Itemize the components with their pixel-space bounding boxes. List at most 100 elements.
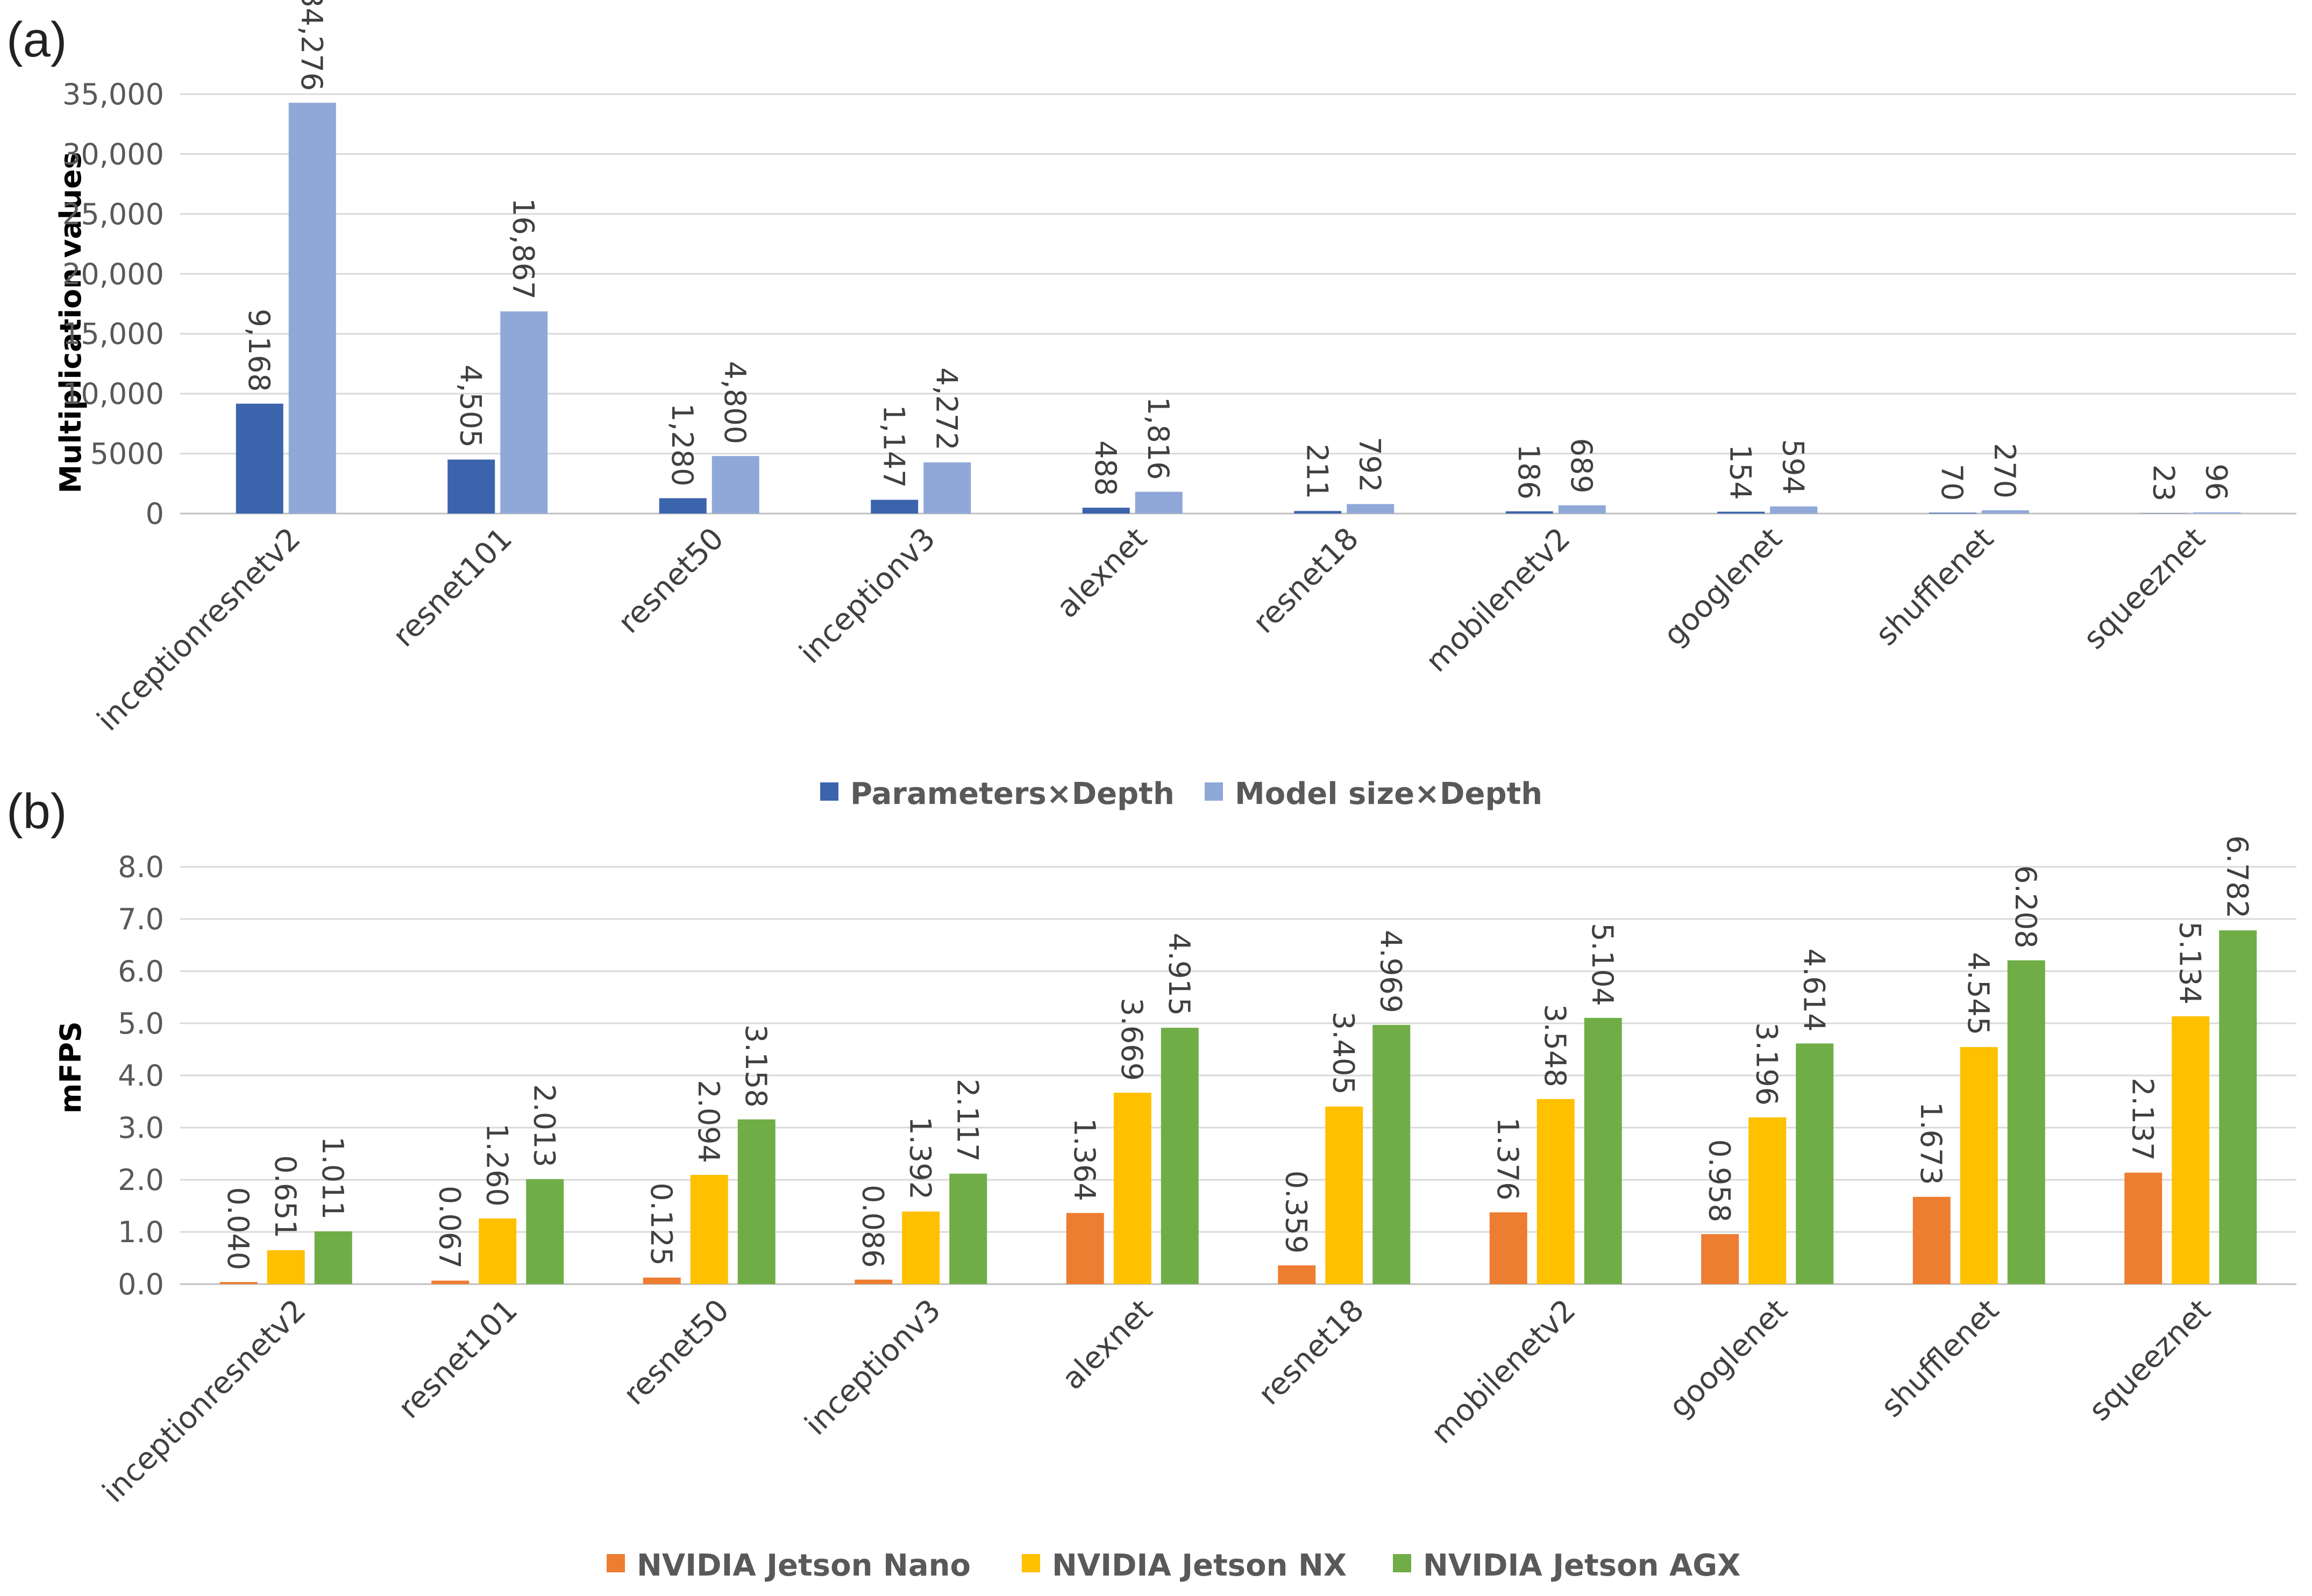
bar bbox=[2124, 1172, 2162, 1284]
data-label: 96 bbox=[2199, 464, 2233, 501]
data-label: 1.260 bbox=[480, 1123, 514, 1207]
legend-swatch bbox=[1205, 782, 1223, 801]
bar bbox=[1584, 1017, 1622, 1284]
legend-swatch bbox=[820, 782, 838, 801]
data-label: 6.208 bbox=[2009, 865, 2043, 949]
y-tick-label: 15,000 bbox=[62, 317, 164, 351]
bar bbox=[2193, 512, 2241, 514]
y-tick-label: 2.0 bbox=[118, 1163, 164, 1197]
x-tick-label: googlenet bbox=[1657, 521, 1789, 653]
data-label: 211 bbox=[1300, 444, 1334, 499]
x-tick-labels-a: inceptionresnetv2 resnet101 resnet50 incept… bbox=[90, 521, 2212, 738]
chart-b: (b) mFPS 0.0 1.0 2.0 3.0 4.0 5.0 6.0 7.0 8.0 0.0… bbox=[6, 784, 2296, 1583]
data-label: 34,276 bbox=[295, 0, 329, 91]
x-tick-label: inceptionresnetv2 bbox=[90, 521, 307, 738]
y-tick-label: 8.0 bbox=[118, 850, 164, 884]
x-tick-label: resnet101 bbox=[392, 1293, 524, 1426]
data-label: 4.915 bbox=[1162, 933, 1196, 1016]
data-label: 70 bbox=[1935, 464, 1969, 501]
y-tick-label: 5.0 bbox=[118, 1007, 164, 1041]
data-label: 9,168 bbox=[242, 309, 276, 392]
legend-label: Model size×Depth bbox=[1235, 776, 1542, 811]
y-tick-label: 5000 bbox=[90, 437, 164, 471]
y-tick-label: 1.0 bbox=[118, 1215, 164, 1249]
data-label: 16,867 bbox=[506, 198, 540, 300]
bar bbox=[1161, 1028, 1199, 1284]
gridlines-a bbox=[180, 93, 2296, 515]
panel-label-b: (b) bbox=[6, 784, 67, 839]
legend-item: Parameters×Depth bbox=[820, 776, 1175, 811]
x-tick-label: alexnet bbox=[1055, 1293, 1159, 1396]
data-label: 1,816 bbox=[1141, 397, 1175, 480]
y-tick-label: 0.0 bbox=[118, 1267, 164, 1301]
bar bbox=[1372, 1025, 1411, 1284]
bar bbox=[2007, 960, 2045, 1284]
bar bbox=[643, 1277, 681, 1284]
x-tick-label: resnet18 bbox=[1251, 1293, 1371, 1412]
data-label: 23 bbox=[2146, 465, 2180, 502]
bar bbox=[288, 103, 336, 514]
x-tick-label: squeeznet bbox=[2082, 1293, 2217, 1428]
x-tick-label: inceptionv3 bbox=[798, 1293, 948, 1442]
panel-label-a: (a) bbox=[6, 12, 67, 67]
data-label: 3.405 bbox=[1326, 1011, 1360, 1095]
bar bbox=[2140, 513, 2188, 514]
y-tick-label: 6.0 bbox=[118, 954, 164, 988]
x-tick-label: resnet18 bbox=[1246, 521, 1365, 640]
data-label: 0.359 bbox=[1279, 1171, 1313, 1254]
legend-label: NVIDIA Jetson NX bbox=[1052, 1548, 1347, 1583]
bar bbox=[479, 1218, 517, 1284]
y-tick-label: 4.0 bbox=[118, 1059, 164, 1093]
data-label: 2.117 bbox=[950, 1079, 984, 1162]
bar bbox=[923, 462, 971, 514]
bar bbox=[1505, 511, 1553, 514]
legend-label: Parameters×Depth bbox=[850, 776, 1175, 811]
bar bbox=[500, 311, 548, 514]
bar bbox=[1748, 1117, 1787, 1284]
legend-item: NVIDIA Jetson AGX bbox=[1393, 1548, 1740, 1583]
data-label: 1.673 bbox=[1914, 1102, 1948, 1185]
x-tick-label: alexnet bbox=[1050, 521, 1154, 625]
bar bbox=[1981, 510, 2029, 514]
bar bbox=[1294, 511, 1342, 514]
bar bbox=[1558, 505, 1606, 514]
bar bbox=[431, 1280, 469, 1284]
x-tick-label: shufflenet bbox=[1869, 521, 2000, 652]
legend-label: NVIDIA Jetson Nano bbox=[637, 1548, 971, 1583]
bar bbox=[1347, 504, 1395, 514]
data-label: 1.364 bbox=[1068, 1118, 1101, 1201]
bar bbox=[1770, 506, 1818, 514]
data-label: 1,147 bbox=[877, 405, 910, 488]
bar bbox=[267, 1250, 305, 1284]
data-label: 6.782 bbox=[2220, 836, 2254, 919]
legend-swatch bbox=[1393, 1554, 1411, 1572]
x-tick-label: squeeznet bbox=[2077, 521, 2212, 656]
bar bbox=[949, 1173, 987, 1284]
data-label: 0.067 bbox=[432, 1186, 466, 1269]
data-labels-b: 0.040 0.651 1.011 0.067 1.260 2.013 0.125 2.094… bbox=[221, 836, 2254, 1271]
x-tick-label: resnet50 bbox=[611, 521, 731, 640]
x-tick-label: inceptionv3 bbox=[793, 521, 942, 671]
data-label: 4.969 bbox=[1374, 930, 1407, 1013]
y-tick-label: 10,000 bbox=[62, 377, 164, 411]
data-label: 154 bbox=[1723, 444, 1757, 500]
bar bbox=[1278, 1265, 1316, 1284]
bars-b bbox=[219, 930, 2257, 1284]
bar bbox=[219, 1282, 258, 1284]
chart-a: (a) Multiplication values 0 5000 10,000 15,… bbox=[6, 0, 2296, 811]
data-label: 4.614 bbox=[1797, 949, 1831, 1032]
x-tick-label: mobilenetv2 bbox=[1419, 521, 1577, 679]
data-label: 3.548 bbox=[1538, 1004, 1572, 1087]
data-label: 270 bbox=[1988, 443, 2022, 498]
bar bbox=[855, 1279, 893, 1284]
data-label: 0.040 bbox=[221, 1187, 255, 1271]
x-tick-label: googlenet bbox=[1662, 1293, 1794, 1424]
data-label: 0.125 bbox=[644, 1182, 678, 1266]
data-label: 5.134 bbox=[2173, 921, 2207, 1004]
data-label: 186 bbox=[1512, 444, 1546, 500]
bar bbox=[871, 500, 919, 514]
bar bbox=[1701, 1234, 1739, 1284]
bar bbox=[1717, 511, 1765, 514]
y-axis-title-a: Multiplication values bbox=[54, 152, 88, 493]
